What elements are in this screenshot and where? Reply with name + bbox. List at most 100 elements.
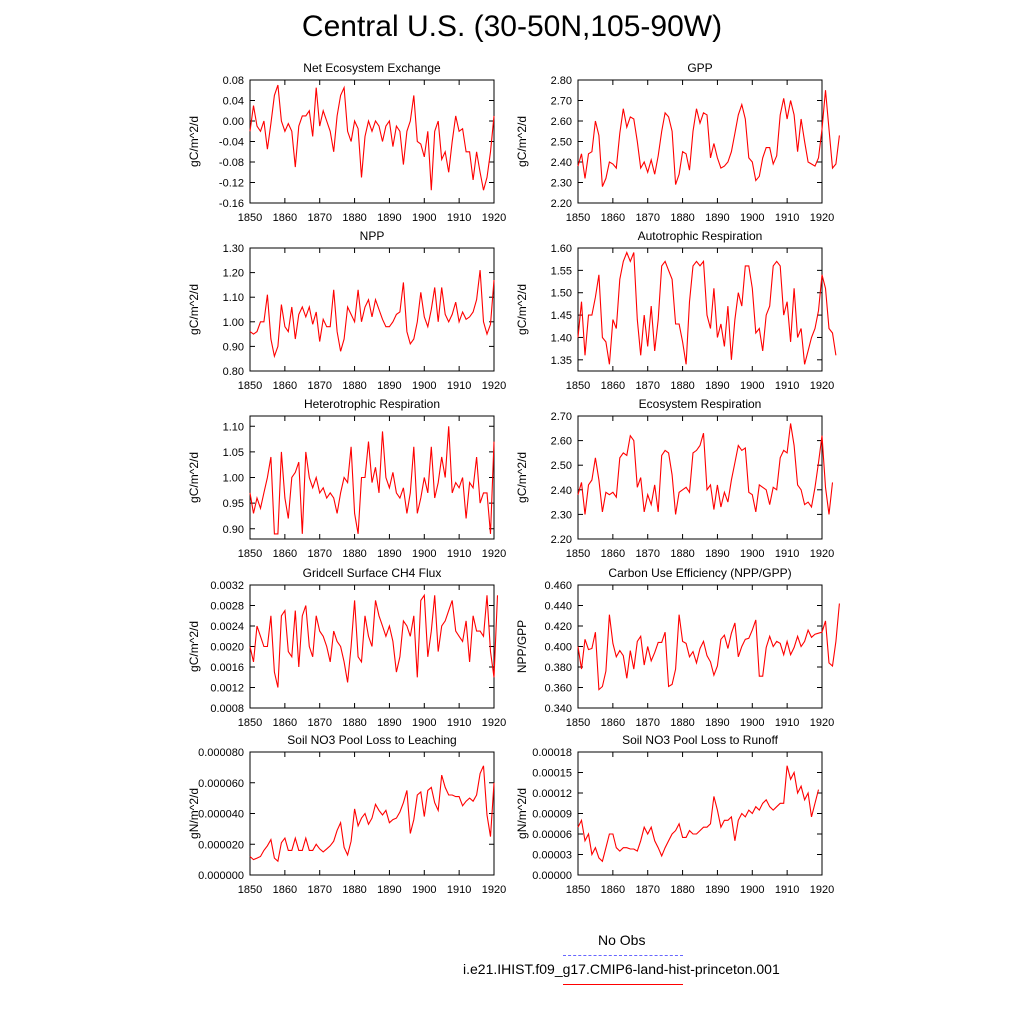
y-tick-label: -0.16 <box>219 198 244 210</box>
y-tick-label: 0.95 <box>223 498 244 510</box>
x-tick-label: 1870 <box>635 212 659 224</box>
y-tick-label: 0.000060 <box>198 778 244 790</box>
y-tick-label: 0.90 <box>223 341 244 353</box>
x-tick-label: 1880 <box>342 884 366 896</box>
x-tick-label: 1900 <box>412 548 436 560</box>
chart-title: Autotrophic Respiration <box>638 229 763 243</box>
series-line <box>249 84 495 191</box>
y-tick-label: 0.90 <box>223 524 244 536</box>
x-tick-label: 1900 <box>740 380 764 392</box>
x-tick-label: 1850 <box>238 717 262 729</box>
x-tick-label: 1910 <box>447 884 471 896</box>
x-tick-label: 1900 <box>412 380 436 392</box>
x-tick-label: 1870 <box>635 717 659 729</box>
x-tick-label: 1920 <box>482 548 506 560</box>
y-axis-label: gC/m^2/d <box>515 452 529 503</box>
y-tick-label: 0.08 <box>223 75 244 87</box>
chart-title: GPP <box>687 61 712 75</box>
y-tick-label: 0.04 <box>223 96 244 108</box>
x-tick-label: 1900 <box>412 884 436 896</box>
y-tick-label: 2.40 <box>551 157 572 169</box>
x-tick-label: 1880 <box>670 548 694 560</box>
x-tick-label: 1900 <box>740 212 764 224</box>
y-tick-label: 1.00 <box>223 317 244 329</box>
y-tick-label: 1.10 <box>223 292 244 304</box>
x-tick-label: 1870 <box>635 548 659 560</box>
x-tick-label: 1860 <box>601 380 625 392</box>
x-tick-label: 1850 <box>566 884 590 896</box>
y-tick-label: 0.400 <box>544 642 572 654</box>
y-axis-label: gC/m^2/d <box>187 116 201 167</box>
y-axis-label: gC/m^2/d <box>187 621 201 672</box>
y-axis-label: gN/m^2/d <box>187 788 201 839</box>
x-tick-label: 1920 <box>482 380 506 392</box>
x-tick-label: 1900 <box>740 717 764 729</box>
series-line <box>249 426 495 535</box>
y-tick-label: 2.70 <box>551 411 572 423</box>
y-tick-label: 2.20 <box>551 534 572 546</box>
x-tick-label: 1870 <box>307 380 331 392</box>
y-tick-label: 1.20 <box>223 268 244 280</box>
y-tick-label: 0.340 <box>544 703 572 715</box>
y-tick-label: 0.360 <box>544 683 572 695</box>
y-tick-label: 2.50 <box>551 460 572 472</box>
x-tick-label: 1860 <box>601 884 625 896</box>
chart-panel-1: GPP gC/m^2/d 2.20 2.30 2.40 2.50 2.60 2.70 2.80 1… <box>515 61 840 224</box>
chart-panel-9: Soil NO3 Pool Loss to RunoffgN/m^2/d0.00… <box>515 733 834 896</box>
x-tick-label: 1880 <box>342 380 366 392</box>
page-title: Central U.S. (30-50N,105-90W) <box>301 10 723 43</box>
x-tick-label: 1850 <box>566 212 590 224</box>
x-tick-label: 1890 <box>705 717 729 729</box>
x-tick-label: 1900 <box>740 548 764 560</box>
x-tick-label: 1860 <box>601 212 625 224</box>
y-tick-label: 1.55 <box>551 265 572 277</box>
y-tick-label: 2.80 <box>551 75 572 87</box>
x-tick-label: 1900 <box>412 717 436 729</box>
y-tick-label: 2.20 <box>551 198 572 210</box>
x-tick-label: 1910 <box>447 380 471 392</box>
chart-panel-4: Heterotrophic Respiration gC/m^2/d 0.90 0.9… <box>187 397 506 560</box>
series-line <box>577 250 837 365</box>
x-tick-label: 1920 <box>810 548 834 560</box>
x-tick-label: 1870 <box>307 212 331 224</box>
x-tick-label: 1920 <box>810 212 834 224</box>
x-tick-label: 1850 <box>566 548 590 560</box>
x-tick-label: 1850 <box>238 212 262 224</box>
x-tick-label: 1890 <box>705 884 729 896</box>
x-tick-label: 1920 <box>810 717 834 729</box>
legend-label-no-obs: No Obs <box>598 932 646 948</box>
y-tick-label: 2.30 <box>551 178 572 190</box>
series-line <box>577 423 834 515</box>
legend-line-no-obs <box>563 955 683 956</box>
y-tick-label: 0.0012 <box>210 683 244 695</box>
x-tick-label: 1910 <box>447 212 471 224</box>
y-tick-label: 2.50 <box>551 137 572 149</box>
y-axis-label: gC/m^2/d <box>515 284 529 335</box>
x-tick-label: 1920 <box>482 884 506 896</box>
plot-frame <box>577 79 823 204</box>
y-tick-label: 0.0008 <box>210 703 244 715</box>
x-tick-label: 1880 <box>342 548 366 560</box>
y-tick-label: 0.460 <box>544 580 572 592</box>
y-tick-label: 0.0032 <box>210 580 244 592</box>
y-tick-label: 0.00006 <box>532 829 572 841</box>
x-tick-label: 1880 <box>670 380 694 392</box>
chart-title: Soil NO3 Pool Loss to Runoff <box>622 733 779 747</box>
y-tick-label: 2.40 <box>551 485 572 497</box>
x-tick-label: 1860 <box>601 548 625 560</box>
x-tick-label: 1890 <box>705 212 729 224</box>
x-tick-label: 1850 <box>566 380 590 392</box>
x-tick-label: 1880 <box>670 212 694 224</box>
y-tick-label: 1.50 <box>551 288 572 300</box>
x-tick-label: 1870 <box>307 548 331 560</box>
x-tick-label: 1870 <box>635 884 659 896</box>
y-tick-label: 1.00 <box>223 473 244 485</box>
series-line <box>249 765 495 863</box>
series-line <box>577 765 820 863</box>
x-tick-label: 1920 <box>810 380 834 392</box>
y-tick-label: 1.45 <box>551 310 572 322</box>
x-tick-label: 1870 <box>307 717 331 729</box>
x-tick-label: 1910 <box>775 380 799 392</box>
chart-title: Ecosystem Respiration <box>639 397 762 411</box>
y-tick-label: 1.60 <box>551 243 572 255</box>
